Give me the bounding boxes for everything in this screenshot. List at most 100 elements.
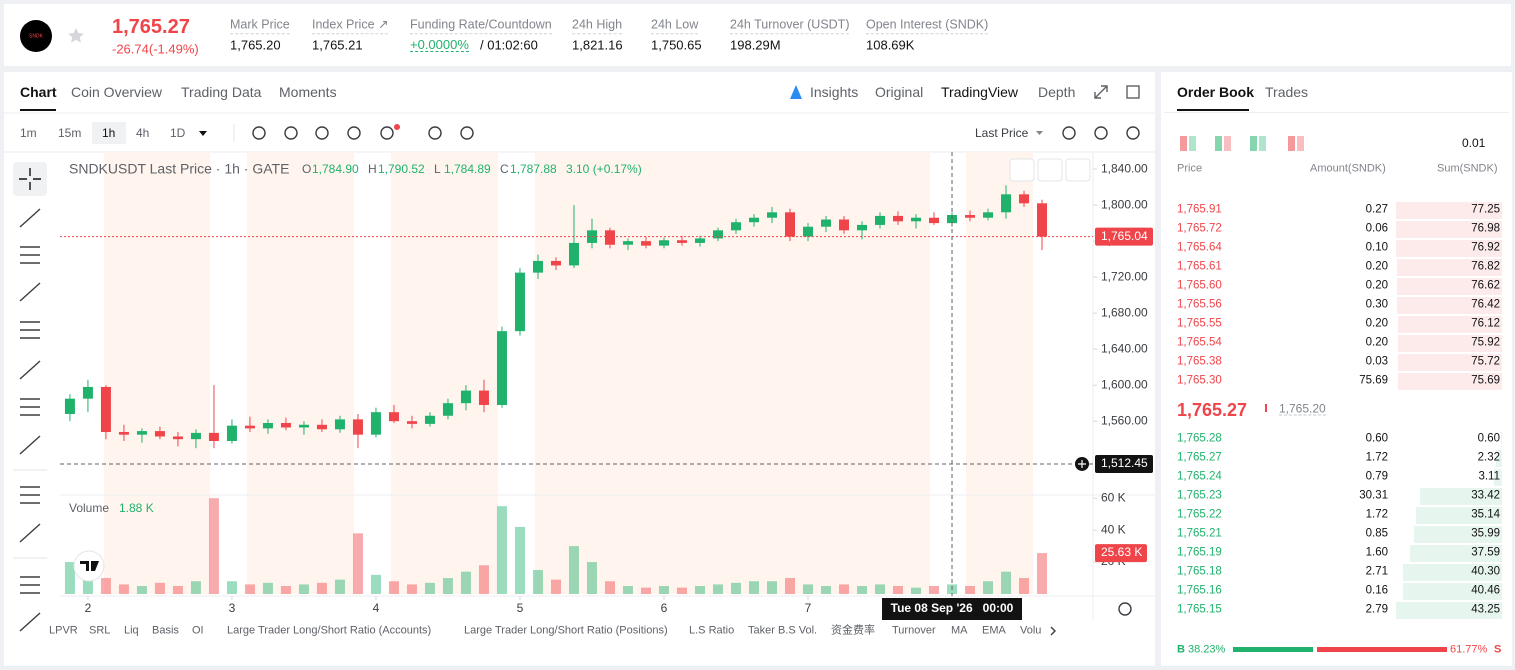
toolbar-icon bbox=[315, 126, 329, 140]
volume-bar bbox=[136, 586, 147, 594]
indicator[interactable]: 资金费率 bbox=[831, 624, 875, 637]
ob-sum: 75.69 bbox=[1471, 374, 1500, 387]
price-type[interactable]: Last Price bbox=[975, 126, 1029, 140]
tab[interactable]: Chart bbox=[20, 84, 57, 100]
precision[interactable]: 0.01 bbox=[1462, 136, 1486, 150]
ratio-buy: 38.23% bbox=[1188, 643, 1226, 656]
tab[interactable]: Coin Overview bbox=[71, 84, 163, 100]
indicator[interactable]: SRL bbox=[89, 624, 111, 637]
ohlc-key: O bbox=[302, 162, 311, 176]
candle-body bbox=[532, 260, 543, 273]
volume-bar bbox=[784, 578, 795, 594]
volume-label-box bbox=[1095, 544, 1147, 563]
candle-body bbox=[983, 212, 994, 218]
candle-body bbox=[82, 386, 93, 399]
volume-bar bbox=[911, 587, 922, 594]
ob-sum: 75.92 bbox=[1471, 336, 1500, 349]
volume-bar bbox=[640, 587, 651, 594]
ob-sum: 35.14 bbox=[1471, 508, 1500, 521]
candle-body bbox=[118, 431, 129, 435]
candle-body bbox=[839, 219, 850, 231]
indicator[interactable]: Large Trader Long/Short Ratio (Accounts) bbox=[227, 624, 432, 637]
layout-icon bbox=[1250, 136, 1257, 151]
indicator[interactable]: Large Trader Long/Short Ratio (Positions… bbox=[464, 624, 668, 637]
view-tab[interactable]: Original bbox=[875, 84, 924, 100]
stat-label: 24h High bbox=[572, 18, 623, 34]
indicator[interactable]: LPVR bbox=[49, 624, 78, 637]
ob-price: 1,765.15 bbox=[1177, 603, 1222, 616]
col-header: Price bbox=[1177, 162, 1203, 175]
x-tick-label: 2 bbox=[85, 601, 92, 615]
y-tick-label: 1,640.00 bbox=[1101, 341, 1148, 355]
candle-body bbox=[586, 230, 597, 243]
interval[interactable]: 15m bbox=[58, 126, 82, 140]
y2-tick-label: 40 K bbox=[1101, 522, 1126, 536]
volume-bar bbox=[478, 565, 489, 594]
interval[interactable]: 4h bbox=[136, 126, 150, 140]
indicator[interactable]: Volu bbox=[1020, 624, 1042, 637]
candle-body bbox=[712, 230, 723, 239]
view-tab[interactable]: Insights bbox=[810, 84, 859, 100]
toolbar-icon bbox=[284, 126, 298, 140]
indicator[interactable]: Taker B.S Vol. bbox=[748, 624, 818, 637]
session-band bbox=[535, 152, 930, 594]
toolbar-icon bbox=[460, 126, 474, 140]
interval[interactable]: 1h bbox=[102, 126, 116, 140]
candle-body bbox=[1019, 194, 1030, 204]
volume-bar bbox=[514, 526, 525, 594]
ob-amount: 0.10 bbox=[1365, 241, 1388, 254]
x-tick-label: 5 bbox=[517, 601, 524, 615]
header-panel bbox=[4, 4, 1511, 66]
depth-bar bbox=[1398, 372, 1502, 390]
ob-sum: 37.59 bbox=[1471, 546, 1500, 559]
ob-amount: 0.03 bbox=[1365, 355, 1388, 368]
ratio-bar-sell bbox=[1316, 647, 1447, 652]
candle-body bbox=[388, 412, 399, 422]
ob-amount: 0.30 bbox=[1365, 298, 1388, 311]
candle-body bbox=[730, 222, 741, 231]
candle-body bbox=[893, 215, 904, 222]
indicator[interactable]: MA bbox=[951, 624, 968, 637]
ob-amount: 0.20 bbox=[1365, 317, 1388, 330]
ob-sum: 76.62 bbox=[1471, 279, 1500, 292]
ob-sum: 76.92 bbox=[1471, 241, 1500, 254]
interval[interactable]: 1D bbox=[170, 126, 186, 140]
indicator[interactable]: L.S Ratio bbox=[689, 624, 735, 637]
ohlc-change: 3.10 (+0.17%) bbox=[566, 162, 642, 176]
tool-icon bbox=[20, 321, 40, 339]
y-tick-label: 1,600.00 bbox=[1101, 377, 1148, 391]
candle-body bbox=[154, 431, 165, 437]
candle-body bbox=[784, 212, 795, 237]
candle-body bbox=[496, 331, 507, 405]
volume-bar bbox=[622, 586, 633, 594]
stat-label: Index Price ↗ bbox=[312, 18, 389, 34]
ob-amount: 1.72 bbox=[1365, 451, 1388, 464]
indicator[interactable]: Turnover bbox=[892, 624, 936, 637]
volume-label: 25.63 K bbox=[1101, 545, 1142, 559]
ob-sum: 76.12 bbox=[1471, 317, 1500, 330]
volume-bar bbox=[748, 581, 759, 594]
session-band bbox=[104, 152, 210, 594]
candle-body bbox=[280, 422, 291, 428]
ob-price: 1,765.61 bbox=[1177, 260, 1222, 273]
view-tab[interactable]: Depth bbox=[1038, 84, 1076, 100]
volume-legend: 1.88 K bbox=[119, 501, 154, 515]
ob-price: 1,765.19 bbox=[1177, 546, 1222, 559]
ob-tab[interactable]: Trades bbox=[1265, 84, 1309, 100]
indicator[interactable]: Liq bbox=[124, 624, 139, 637]
view-tab[interactable]: TradingView bbox=[941, 84, 1019, 100]
tab[interactable]: Moments bbox=[279, 84, 337, 100]
candle-body bbox=[1037, 203, 1048, 237]
session-band bbox=[391, 152, 498, 594]
last-price-label: 1,765.04 bbox=[1101, 229, 1148, 243]
ob-amount: 0.20 bbox=[1365, 260, 1388, 273]
ob-tab[interactable]: Order Book bbox=[1177, 84, 1255, 100]
indicator[interactable]: EMA bbox=[982, 624, 1006, 637]
tab[interactable]: Trading Data bbox=[181, 84, 262, 100]
volume-bar bbox=[172, 586, 183, 594]
indicator[interactable]: Basis bbox=[152, 624, 179, 637]
indicator[interactable]: OI bbox=[192, 624, 204, 637]
volume-bar bbox=[766, 581, 777, 594]
ob-price: 1,765.54 bbox=[1177, 336, 1222, 349]
interval[interactable]: 1m bbox=[20, 126, 37, 140]
